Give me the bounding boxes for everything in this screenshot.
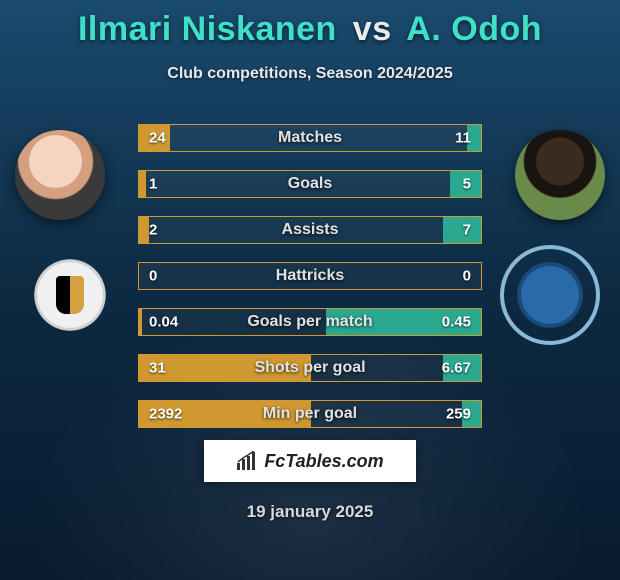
bar-left: [139, 309, 142, 335]
stat-label: Goals: [288, 175, 332, 193]
stat-row: 2392 Min per goal 259: [138, 400, 482, 428]
stat-label: Goals per match: [247, 313, 372, 331]
stat-value-left: 24: [149, 130, 166, 147]
player2-name: A. Odoh: [406, 10, 542, 48]
player1-avatar: [15, 130, 105, 220]
player2-club-crest: [500, 245, 600, 345]
player1-club-crest: [20, 245, 120, 345]
snapshot-date: 19 january 2025: [247, 502, 374, 522]
subtitle: Club competitions, Season 2024/2025: [0, 65, 620, 83]
stat-label: Min per goal: [263, 405, 357, 423]
stat-value-left: 0: [149, 268, 157, 285]
stat-value-left: 31: [149, 360, 166, 377]
player2-avatar: [515, 130, 605, 220]
vs-label: vs: [353, 10, 392, 48]
stat-value-left: 1: [149, 176, 157, 193]
stats-container: 24Matches111Goals52Assists70Hattricks00.…: [138, 124, 482, 446]
stat-row: 31 Shots per goal 6.67: [138, 354, 482, 382]
player1-name: Ilmari Niskanen: [78, 10, 337, 48]
stat-value-right: 259: [446, 406, 471, 423]
comparison-title: Ilmari Niskanen vs A. Odoh: [0, 0, 620, 49]
stat-value-right: 0.45: [442, 314, 471, 331]
stat-value-left: 0.04: [149, 314, 178, 331]
stat-value-left: 2392: [149, 406, 182, 423]
stat-row: 1 Goals 5: [138, 170, 482, 198]
stat-label: Assists: [282, 221, 339, 239]
stat-label: Matches: [278, 129, 342, 147]
stat-value-right: 6.67: [442, 360, 471, 377]
bar-left: [139, 217, 149, 243]
stat-value-right: 11: [455, 130, 471, 147]
stat-row: 0.04 Goals per match 0.45: [138, 308, 482, 336]
stat-row: 24 Matches 11: [138, 124, 482, 152]
logo-text: FcTables.com: [264, 451, 383, 472]
stat-label: Shots per goal: [254, 359, 365, 377]
bar-left: [139, 171, 146, 197]
fctables-logo: FcTables.com: [204, 440, 416, 482]
stat-value-left: 2: [149, 222, 157, 239]
stat-value-right: 5: [463, 176, 471, 193]
chart-icon: [236, 451, 258, 471]
stat-value-right: 0: [463, 268, 471, 285]
stat-label: Hattricks: [276, 267, 344, 285]
stat-row: 0 Hattricks 0: [138, 262, 482, 290]
stat-row: 2 Assists 7: [138, 216, 482, 244]
stat-value-right: 7: [463, 222, 471, 239]
